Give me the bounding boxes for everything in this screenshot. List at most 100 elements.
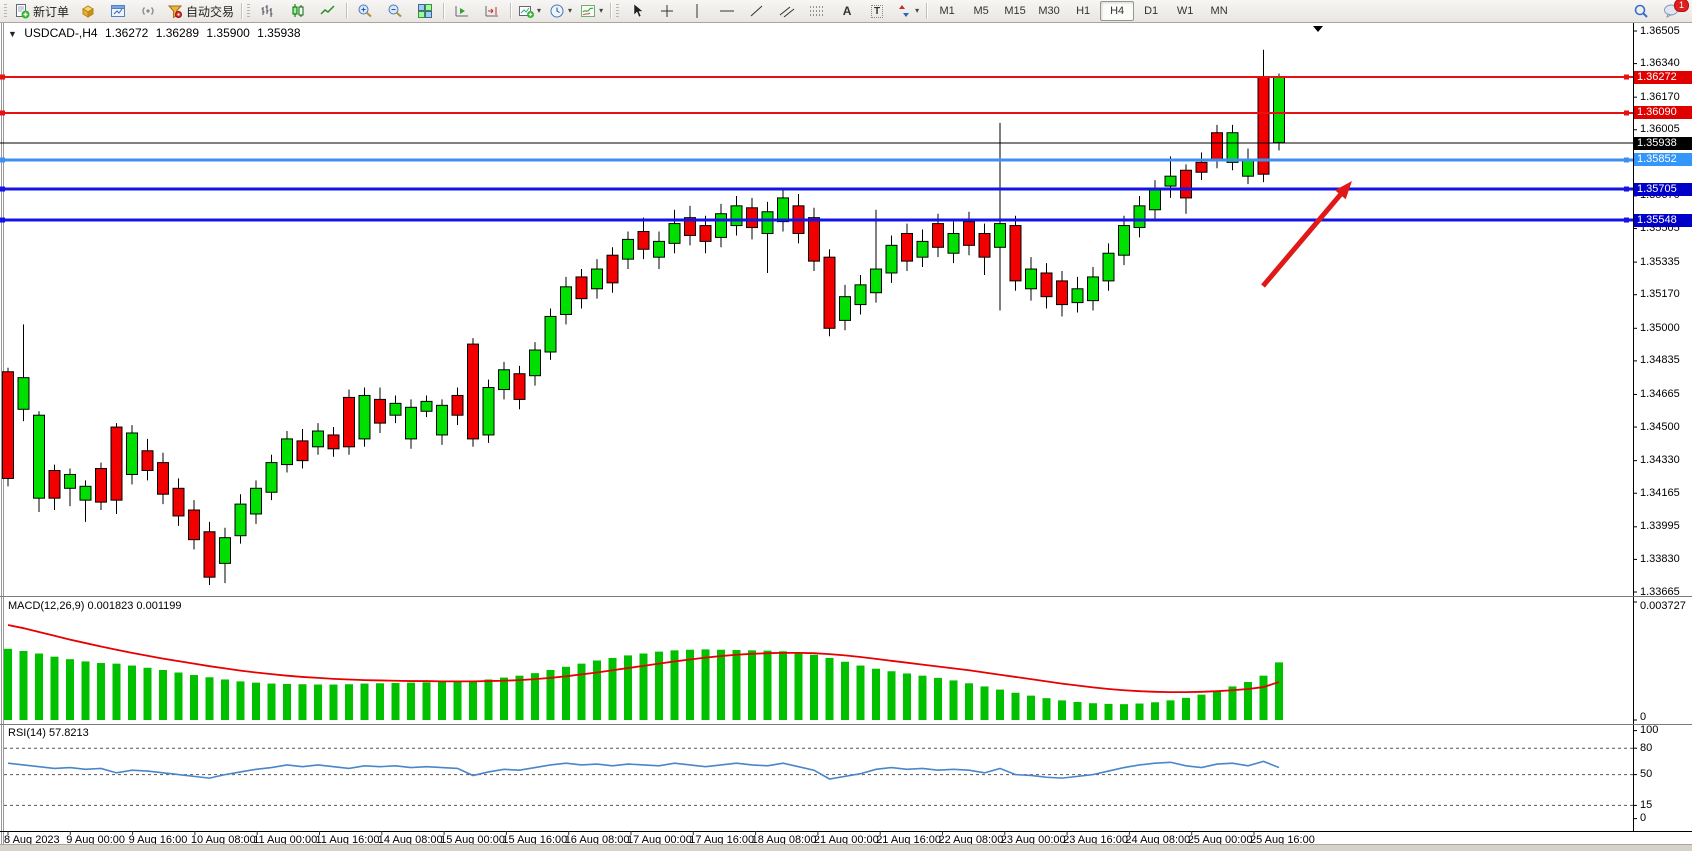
candle-body <box>529 349 541 377</box>
line-chart-icon <box>320 5 335 15</box>
line-handle[interactable] <box>0 74 5 80</box>
macd-histogram-bar <box>655 651 663 720</box>
zoom-out-button[interactable] <box>380 0 410 22</box>
cursor-button[interactable] <box>622 0 652 22</box>
timeframe-button-h4[interactable]: H4 <box>1100 1 1135 21</box>
text-label-icon: T <box>871 4 884 18</box>
chart-shift-marker[interactable] <box>1313 26 1323 32</box>
autotrade-button[interactable]: 自动交易 <box>163 0 238 22</box>
trendline-icon <box>750 5 763 17</box>
candle-body <box>544 315 557 353</box>
line-handle[interactable] <box>0 186 5 192</box>
periods-button[interactable]: ▾ <box>545 0 576 22</box>
dropdown-caret-icon: ▾ <box>568 6 573 15</box>
line-handle[interactable] <box>0 157 5 163</box>
annotation-arrow-head[interactable] <box>1335 181 1352 200</box>
horizontal-line-button[interactable] <box>712 0 742 22</box>
macd-histogram-bar <box>593 660 601 720</box>
macd-histogram-bar <box>856 665 865 720</box>
macd-histogram-bar <box>965 683 973 720</box>
timeframe-button-mn[interactable]: MN <box>1210 5 1228 17</box>
candle-body <box>2 371 14 479</box>
new-chart-icon <box>519 6 535 18</box>
market-watch-icon <box>82 5 94 18</box>
candle-body <box>715 213 727 238</box>
annotation-arrow-shaft[interactable] <box>1261 187 1348 288</box>
text-label-button[interactable]: T <box>862 0 892 22</box>
text-button[interactable]: A <box>832 0 862 22</box>
text-tool-icon: A <box>842 4 852 18</box>
crosshair-button[interactable] <box>652 0 682 22</box>
vertical-line-button[interactable] <box>682 0 712 22</box>
templates-button[interactable]: ▾ <box>576 0 607 22</box>
timeframe-button-m15[interactable]: M15 <box>1004 5 1026 17</box>
macd-histogram-bar <box>779 651 787 720</box>
macd-histogram-bar <box>1244 682 1252 720</box>
candle-body <box>746 207 758 229</box>
fibonacci-button[interactable] <box>802 0 832 22</box>
macd-histogram-bar <box>1011 692 1020 720</box>
candle-body <box>1149 189 1161 211</box>
timeframe-button-d1[interactable]: D1 <box>1144 5 1159 17</box>
timeframe-button-m1[interactable]: M1 <box>939 5 955 17</box>
candle-body <box>1211 132 1223 161</box>
candle-body <box>1164 175 1177 187</box>
line-handle[interactable] <box>1624 74 1629 80</box>
line-handle[interactable] <box>1624 217 1629 223</box>
macd-histogram-bar <box>1275 662 1283 720</box>
macd-histogram-bar <box>267 683 276 720</box>
new-order-button[interactable]: 新订单 <box>10 0 73 22</box>
trendline-button[interactable] <box>742 0 772 22</box>
candle-body <box>575 276 588 300</box>
candle-body <box>606 254 619 284</box>
timeframe-button-m5[interactable]: M5 <box>973 5 989 17</box>
chart-shift-button[interactable] <box>477 0 507 22</box>
candlestick-chart-button[interactable] <box>283 0 313 22</box>
candle-body <box>157 462 169 495</box>
line-handle[interactable] <box>1624 110 1629 116</box>
line-handle[interactable] <box>1624 186 1629 192</box>
ohlc-open: 1.36272 <box>104 26 149 40</box>
line-handle[interactable] <box>1624 157 1629 163</box>
candle-body <box>358 394 371 440</box>
chat-button[interactable]: 1 <box>1656 0 1689 22</box>
macd-histogram-bar <box>205 677 214 720</box>
line-handle[interactable] <box>0 110 5 116</box>
candle-body <box>839 296 851 321</box>
macd-histogram-bar <box>1104 703 1113 720</box>
candle-body <box>374 398 386 424</box>
cursor-icon <box>633 3 644 18</box>
timeframe-button-w1[interactable]: W1 <box>1176 5 1194 17</box>
candle-body <box>916 240 929 258</box>
ohlc-close: 1.35938 <box>257 26 301 40</box>
zoom-in-button[interactable] <box>350 0 380 22</box>
tile-windows-button[interactable] <box>410 0 440 22</box>
candle-body <box>95 468 107 503</box>
crosshair-icon <box>661 5 674 17</box>
navigator-button[interactable] <box>103 0 133 22</box>
candle-body <box>901 232 913 262</box>
toolbar-grip <box>616 4 620 18</box>
signals-button[interactable] <box>133 0 163 22</box>
bar-chart-button[interactable] <box>253 0 283 22</box>
arrows-button[interactable]: ▾ <box>892 0 923 22</box>
line-handle[interactable] <box>0 217 5 223</box>
timeframe-button-m30[interactable]: M30 <box>1038 5 1060 17</box>
macd-histogram-bar <box>810 654 818 720</box>
candlestick-chart-icon <box>292 4 304 17</box>
toolbar-separator <box>241 3 243 19</box>
toolbar: 新订单 自动交易 <box>0 0 1692 23</box>
timeframe-button-h1[interactable]: H1 <box>1076 5 1091 17</box>
expand-panel-icon[interactable]: ▼ <box>8 29 17 39</box>
macd-histogram-bar <box>314 684 322 720</box>
search-button[interactable] <box>1626 0 1656 22</box>
market-watch-button[interactable] <box>73 0 103 22</box>
equidistant-channel-button[interactable] <box>772 0 802 22</box>
auto-scroll-button[interactable] <box>447 0 477 22</box>
line-chart-button[interactable] <box>313 0 343 22</box>
candle-body <box>312 430 324 448</box>
dropdown-caret-icon: ▾ <box>599 6 604 15</box>
new-chart-button[interactable]: ▾ <box>514 0 545 22</box>
macd-histogram-bar <box>1228 686 1237 720</box>
